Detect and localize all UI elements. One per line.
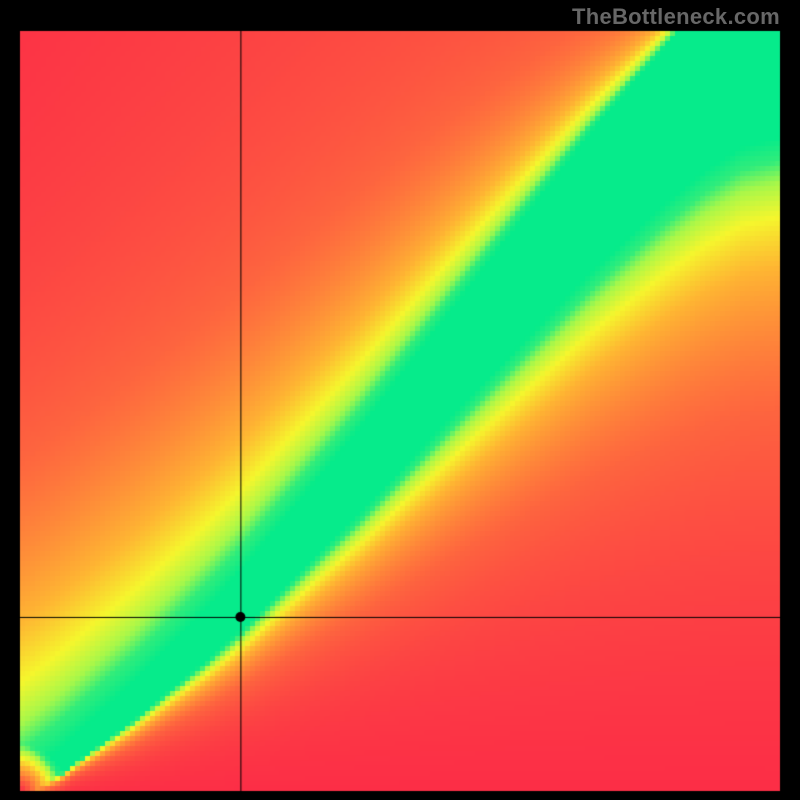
bottleneck-heatmap: [0, 0, 800, 800]
chart-container: TheBottleneck.com: [0, 0, 800, 800]
watermark-text: TheBottleneck.com: [572, 4, 780, 30]
